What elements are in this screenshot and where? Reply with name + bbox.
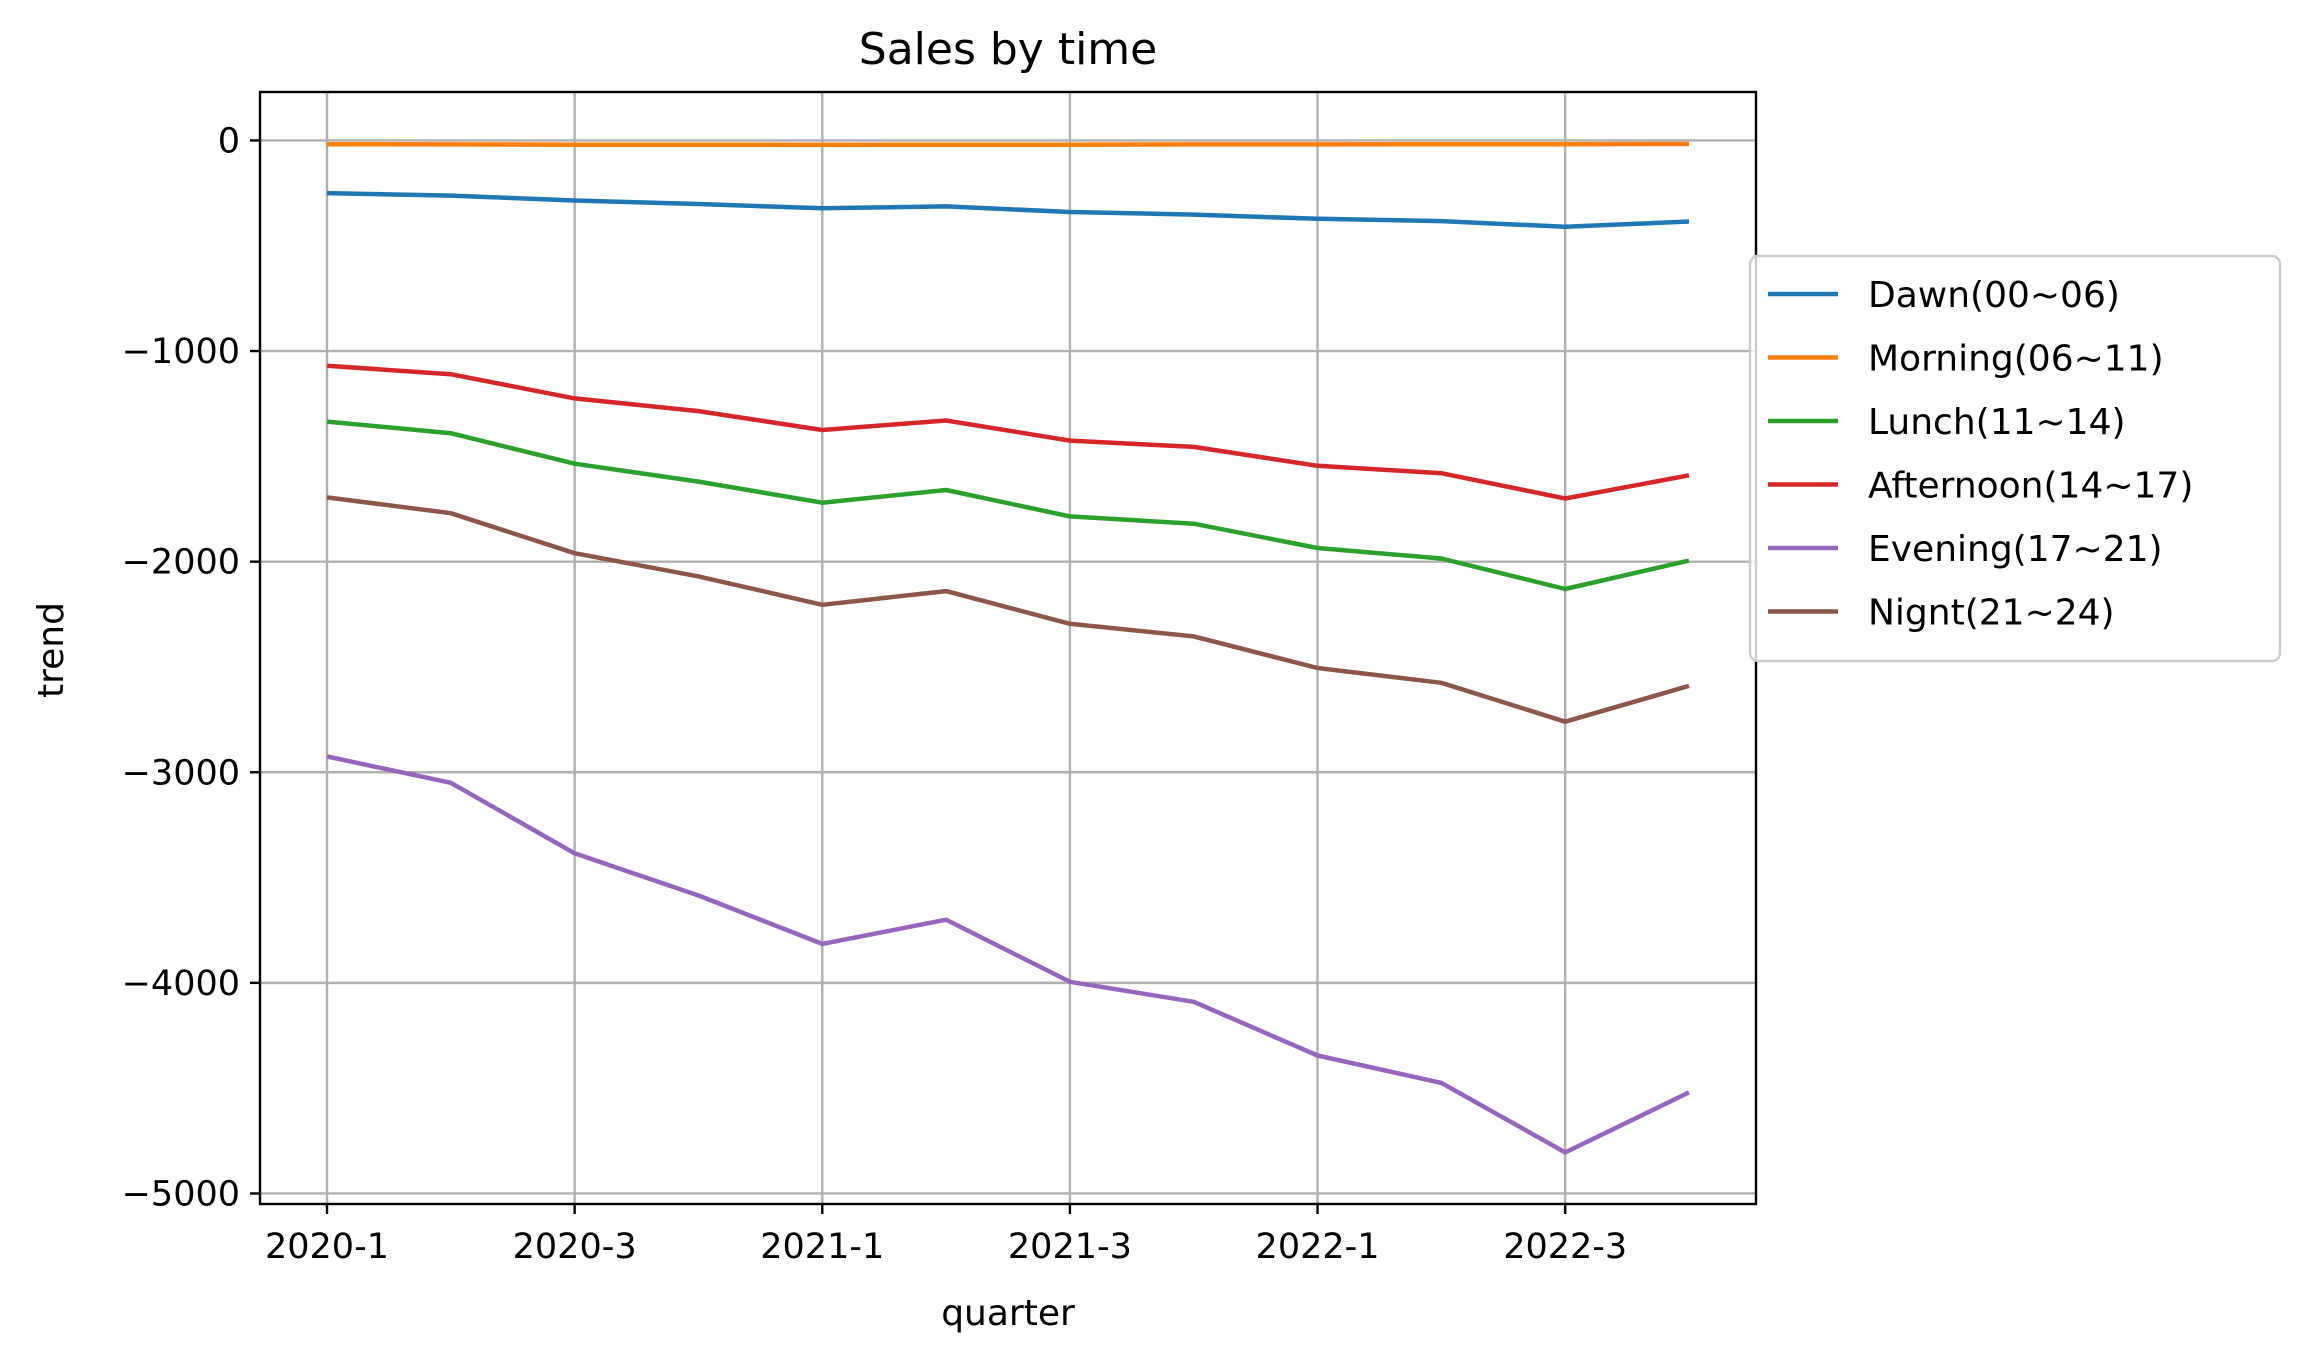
series-line-2: [326, 141, 1690, 148]
x-tick-label: 2022-3: [1503, 1227, 1627, 1267]
series-line-1: [326, 190, 1690, 230]
legend-label: Dawn(00~06): [1868, 275, 2120, 316]
legend-label: Evening(17~21): [1868, 529, 2163, 570]
plot-frame: [258, 90, 1758, 1206]
x-tick-label: 2020-1: [265, 1227, 389, 1267]
y-tick-label: 0: [218, 121, 240, 161]
axis-ticks: 2020-1 2020-3 2021-1 2021-3 2022-1 2022-3 0 −10…: [122, 121, 1628, 1267]
series-line-3: [326, 419, 1690, 592]
x-axis-label: quarter: [941, 1293, 1075, 1334]
x-tick-label: 2021-1: [760, 1227, 884, 1267]
series-line-4: [326, 363, 1690, 501]
y-tick-label: −4000: [122, 964, 240, 1004]
grid: [260, 92, 1756, 1204]
legend-label: Morning(06~11): [1868, 339, 2164, 380]
series-line-6: [326, 495, 1690, 724]
chart-title: Sales by time: [859, 24, 1157, 75]
legend-label: Nignt(21~24): [1868, 593, 2115, 634]
y-tick-label: −1000: [122, 332, 240, 372]
legend: Dawn(00~06) Morning(06~11) Lunch(11~14) Aft…: [1748, 254, 2282, 663]
x-tick-label: 2022-1: [1256, 1227, 1380, 1267]
legend-label: Lunch(11~14): [1868, 402, 2126, 443]
legend-frame: [1748, 254, 2282, 663]
y-tick-label: −3000: [122, 753, 240, 793]
y-axis-label: trend: [31, 602, 72, 698]
y-tick-label: −5000: [122, 1174, 240, 1214]
legend-label: Afternoon(14~17): [1868, 466, 2193, 507]
x-tick-label: 2020-3: [513, 1227, 637, 1267]
series-group: [326, 141, 1690, 1155]
y-tick-label: −2000: [122, 543, 240, 583]
series-line-5: [326, 754, 1690, 1155]
x-tick-label: 2021-3: [1008, 1227, 1132, 1267]
